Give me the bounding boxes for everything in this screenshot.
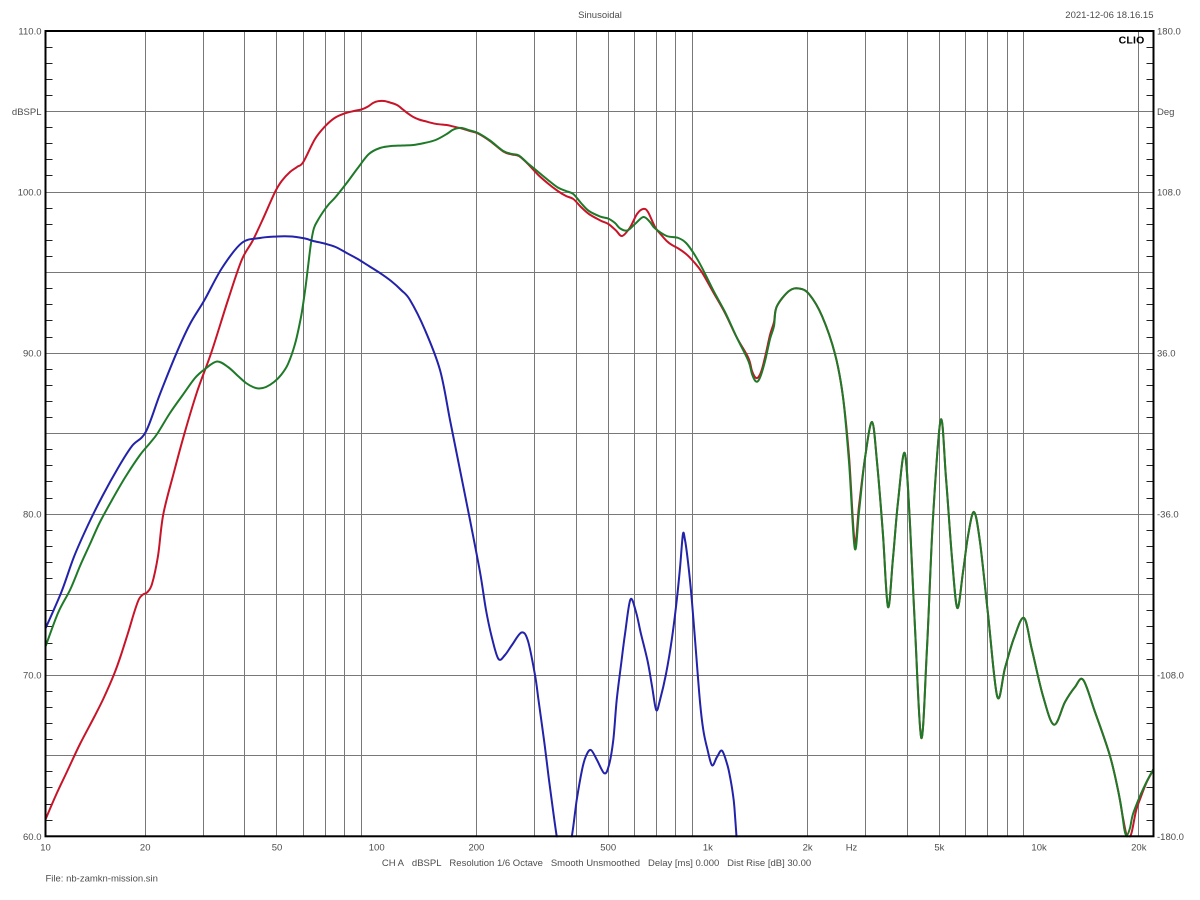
svg-text:90.0: 90.0 — [23, 349, 42, 360]
svg-text:80.0: 80.0 — [23, 510, 42, 521]
svg-text:File: nb-zamkn-mission.sin: File: nb-zamkn-mission.sin — [46, 874, 158, 885]
svg-text:50: 50 — [272, 843, 283, 854]
svg-text:70.0: 70.0 — [23, 671, 42, 682]
svg-text:108.0: 108.0 — [1157, 188, 1181, 199]
svg-text:-108.0: -108.0 — [1157, 671, 1184, 682]
svg-text:60.0: 60.0 — [23, 832, 42, 843]
svg-text:10k: 10k — [1031, 843, 1047, 854]
svg-text:Deg: Deg — [1157, 107, 1174, 118]
svg-text:20k: 20k — [1131, 843, 1147, 854]
svg-text:2021-12-06 18.16.15: 2021-12-06 18.16.15 — [1065, 10, 1153, 21]
svg-text:100: 100 — [369, 843, 385, 854]
svg-text:100.0: 100.0 — [18, 188, 42, 199]
svg-text:Hz: Hz — [846, 843, 858, 854]
svg-text:110.0: 110.0 — [18, 27, 41, 38]
svg-text:Sinusoidal: Sinusoidal — [578, 10, 622, 21]
svg-text:200: 200 — [468, 843, 484, 854]
svg-text:CH A dBSPL Resolution 1/6: CH A dBSPL Resolution 1/6 Octave Smooth … — [382, 858, 811, 869]
svg-text:dBSPL: dBSPL — [12, 107, 42, 118]
svg-text:20: 20 — [140, 843, 151, 854]
svg-text:-180.0: -180.0 — [1157, 832, 1184, 843]
svg-text:1k: 1k — [703, 843, 713, 854]
svg-text:2k: 2k — [803, 843, 813, 854]
svg-text:500: 500 — [600, 843, 616, 854]
svg-text:10: 10 — [40, 843, 51, 854]
svg-text:36.0: 36.0 — [1157, 349, 1176, 360]
svg-text:-36.0: -36.0 — [1157, 510, 1179, 521]
svg-text:180.0: 180.0 — [1157, 27, 1181, 38]
svg-text:CLIO: CLIO — [1119, 35, 1145, 47]
svg-text:5k: 5k — [934, 843, 944, 854]
